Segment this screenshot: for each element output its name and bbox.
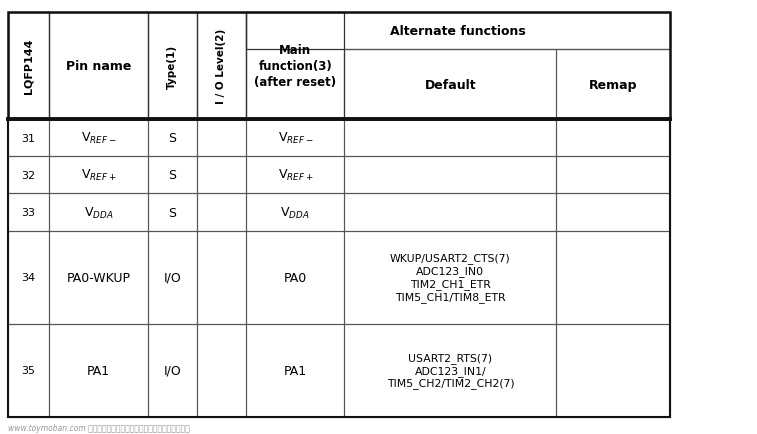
Text: 34: 34: [21, 273, 36, 283]
Text: V$_{DDA}$: V$_{DDA}$: [280, 205, 310, 220]
Text: Pin name: Pin name: [66, 60, 131, 73]
Text: USART2_RTS(7)
ADC123_IN1/
TIM5_CH2/TIM2_CH2(7): USART2_RTS(7) ADC123_IN1/ TIM5_CH2/TIM2_…: [387, 352, 514, 388]
Bar: [8, 120, 670, 417]
Text: PA0-WKUP: PA0-WKUP: [67, 271, 130, 284]
Bar: [556, 324, 670, 417]
Bar: [344, 157, 556, 194]
Text: S: S: [168, 132, 176, 145]
Bar: [556, 194, 670, 231]
Text: I / O Level(2): I / O Level(2): [217, 29, 226, 104]
Text: V$_{REF+}$: V$_{REF+}$: [81, 168, 116, 183]
Bar: [8, 13, 670, 120]
Bar: [344, 120, 556, 157]
Bar: [148, 324, 197, 417]
Bar: [556, 231, 670, 324]
Text: I/O: I/O: [164, 364, 181, 377]
Text: Remap: Remap: [589, 79, 637, 92]
Text: Main
function(3)
(after reset): Main function(3) (after reset): [254, 44, 336, 89]
Bar: [49, 324, 148, 417]
Text: V$_{REF-}$: V$_{REF-}$: [81, 131, 116, 146]
Bar: [148, 231, 197, 324]
Bar: [148, 157, 197, 194]
Text: V$_{REF-}$: V$_{REF-}$: [278, 131, 313, 146]
Bar: [49, 120, 148, 157]
Text: S: S: [168, 169, 176, 182]
Bar: [197, 120, 246, 157]
Text: Default: Default: [425, 79, 476, 92]
Text: 32: 32: [21, 171, 36, 181]
Bar: [246, 194, 344, 231]
Text: PA1: PA1: [284, 364, 307, 377]
Bar: [556, 120, 670, 157]
Bar: [246, 231, 344, 324]
Text: I/O: I/O: [164, 271, 181, 284]
Bar: [49, 194, 148, 231]
Text: S: S: [168, 206, 176, 219]
Bar: [344, 231, 556, 324]
Bar: [8, 13, 49, 120]
Text: 31: 31: [21, 133, 36, 143]
Bar: [8, 157, 49, 194]
Bar: [197, 13, 246, 120]
Text: WKUP/USART2_CTS(7)
ADC123_IN0
TIM2_CH1_ETR
TIM5_CH1/TIM8_ETR: WKUP/USART2_CTS(7) ADC123_IN0 TIM2_CH1_E…: [390, 253, 511, 302]
Bar: [246, 120, 344, 157]
Bar: [197, 231, 246, 324]
Bar: [246, 13, 670, 50]
Bar: [8, 194, 49, 231]
Bar: [556, 157, 670, 194]
Bar: [49, 231, 148, 324]
Bar: [197, 324, 246, 417]
Bar: [8, 231, 49, 324]
Bar: [49, 13, 148, 120]
Text: PA0: PA0: [284, 271, 307, 284]
Text: Type(1): Type(1): [167, 44, 177, 89]
Bar: [197, 157, 246, 194]
Bar: [344, 324, 556, 417]
Bar: [49, 157, 148, 194]
Bar: [556, 50, 670, 120]
Bar: [344, 50, 556, 120]
Bar: [8, 120, 49, 157]
Text: 33: 33: [21, 207, 36, 217]
Text: 35: 35: [21, 365, 36, 375]
Text: V$_{REF+}$: V$_{REF+}$: [278, 168, 313, 183]
Bar: [246, 324, 344, 417]
Bar: [148, 194, 197, 231]
Bar: [148, 120, 197, 157]
Bar: [246, 13, 344, 120]
Bar: [344, 194, 556, 231]
Text: LQFP144: LQFP144: [23, 39, 33, 94]
Text: Alternate functions: Alternate functions: [390, 25, 526, 38]
Bar: [197, 194, 246, 231]
Bar: [148, 13, 197, 120]
Text: V$_{DDA}$: V$_{DDA}$: [83, 205, 114, 220]
Text: www.toymoban.com 网络图片仅供展示，非存储，如有侵权请联系删除: www.toymoban.com 网络图片仅供展示，非存储，如有侵权请联系删除: [8, 423, 189, 432]
Text: PA1: PA1: [87, 364, 110, 377]
Bar: [8, 324, 49, 417]
Bar: [246, 157, 344, 194]
